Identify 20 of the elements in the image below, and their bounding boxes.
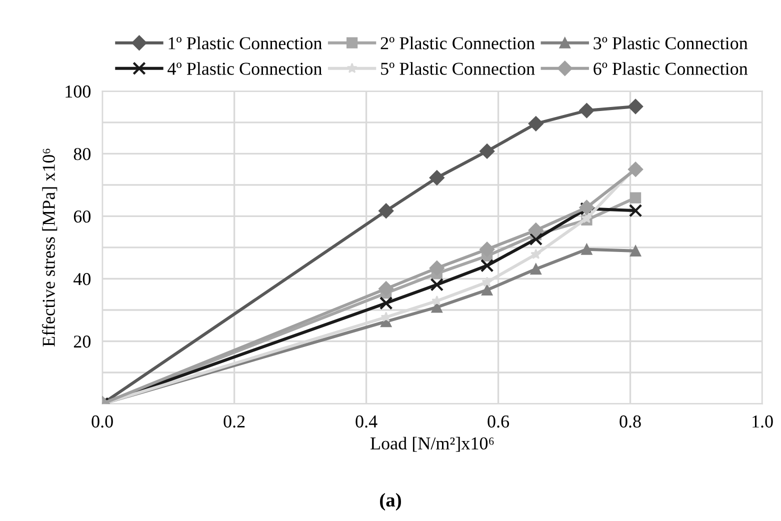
y-tick-label: 40 [73,272,91,286]
legend-label: 1º Plastic Connection [168,36,322,50]
x-tick-label: 0.6 [488,415,510,428]
x-tick-label: 0.2 [224,415,245,428]
legend-label: 6º Plastic Connection [594,62,748,75]
text: (a) [380,492,401,511]
legend-label: 2º Plastic Connection [380,36,535,50]
legend-label: 5º Plastic Connection [381,62,535,75]
legend-label: 4º Plastic Connection [168,62,322,75]
x-tick-label: 0.0 [92,415,113,428]
legend-label: 3º Plastic Connection [594,36,748,50]
y-tick-label: 20 [74,336,91,348]
y-tick-label: 60 [74,210,91,223]
x-tick-label: 0.4 [356,415,378,428]
x-tick-label: 0.8 [620,415,641,428]
x-axis-title: Load [N/m²]x10⁶ [370,436,494,452]
y-axis-title: Effective stress [MPa] x10⁶ [42,148,58,346]
x-tick-label: 1.0 [752,415,773,428]
y-tick-label: 100 [66,85,91,98]
y-tick-label: 80 [74,148,91,160]
